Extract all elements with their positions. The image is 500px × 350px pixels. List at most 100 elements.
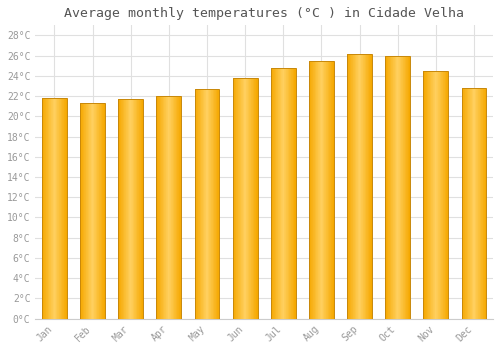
Bar [446,71,447,318]
Bar [347,54,348,318]
Bar [176,96,177,318]
Bar [389,56,390,318]
Bar [177,96,178,318]
Bar [140,99,141,318]
Bar [479,88,480,318]
Bar [284,68,285,318]
Bar [441,71,442,318]
Bar [326,61,327,319]
Bar [434,71,435,318]
Bar [232,78,234,318]
Bar [438,71,439,318]
Bar [130,99,132,318]
Bar [367,54,368,318]
Bar [311,61,312,319]
Bar [203,89,204,318]
Bar [169,96,170,318]
Bar [271,68,272,318]
Bar [172,96,173,318]
Bar [350,54,351,318]
Bar [480,88,481,318]
Bar [95,103,96,318]
Bar [50,98,51,318]
Bar [205,89,206,318]
Bar [276,68,277,318]
Bar [293,68,294,318]
Bar [53,98,54,318]
Bar [93,103,94,318]
Bar [429,71,430,318]
Bar [386,56,410,318]
Bar [330,61,332,319]
Bar [43,98,44,318]
Bar [136,99,137,318]
Bar [428,71,429,318]
Bar [406,56,407,318]
Bar [242,78,243,318]
Bar [440,71,441,318]
Bar [271,68,295,318]
Bar [292,68,293,318]
Bar [253,78,254,318]
Bar [208,89,209,318]
Bar [199,89,200,318]
Bar [407,56,408,318]
Bar [235,78,236,318]
Bar [401,56,402,318]
Bar [175,96,176,318]
Bar [320,61,321,319]
Bar [165,96,166,318]
Bar [218,89,220,318]
Bar [352,54,354,318]
Bar [196,89,197,318]
Bar [82,103,83,318]
Bar [92,103,93,318]
Bar [238,78,239,318]
Bar [128,99,129,318]
Bar [317,61,318,319]
Bar [204,89,205,318]
Bar [322,61,324,319]
Bar [217,89,218,318]
Bar [161,96,162,318]
Bar [142,99,143,318]
Bar [351,54,352,318]
Bar [392,56,394,318]
Bar [119,99,120,318]
Bar [243,78,244,318]
Bar [278,68,279,318]
Bar [122,99,123,318]
Bar [405,56,406,318]
Bar [197,89,198,318]
Bar [87,103,88,318]
Bar [386,56,387,318]
Bar [354,54,355,318]
Bar [290,68,292,318]
Bar [121,99,122,318]
Bar [201,89,202,318]
Bar [400,56,401,318]
Bar [202,89,203,318]
Bar [84,103,85,318]
Bar [156,96,181,318]
Bar [359,54,360,318]
Bar [295,68,296,318]
Bar [135,99,136,318]
Bar [234,78,235,318]
Bar [58,98,59,318]
Bar [127,99,128,318]
Bar [103,103,104,318]
Bar [170,96,172,318]
Bar [49,98,50,318]
Bar [134,99,135,318]
Bar [475,88,476,318]
Bar [52,98,53,318]
Bar [125,99,126,318]
Bar [61,98,62,318]
Bar [474,88,475,318]
Bar [158,96,159,318]
Bar [247,78,248,318]
Bar [194,89,220,318]
Bar [214,89,215,318]
Bar [96,103,97,318]
